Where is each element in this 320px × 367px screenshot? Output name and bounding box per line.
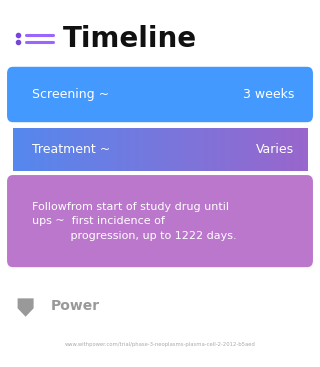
Text: Timeline: Timeline: [62, 25, 196, 52]
FancyBboxPatch shape: [7, 175, 313, 267]
Text: Power: Power: [51, 299, 100, 313]
Text: Followfrom start of study drug until
ups ~  first incidence of
           progre: Followfrom start of study drug until ups…: [32, 202, 236, 240]
Polygon shape: [18, 298, 34, 317]
Text: 3 weeks: 3 weeks: [243, 88, 294, 101]
FancyBboxPatch shape: [7, 67, 313, 122]
Text: Treatment ~: Treatment ~: [32, 143, 110, 156]
Text: Varies: Varies: [256, 143, 294, 156]
Text: www.withpower.com/trial/phase-3-neoplasms-plasma-cell-2-2012-b5aed: www.withpower.com/trial/phase-3-neoplasm…: [65, 342, 255, 348]
Text: Screening ~: Screening ~: [32, 88, 109, 101]
